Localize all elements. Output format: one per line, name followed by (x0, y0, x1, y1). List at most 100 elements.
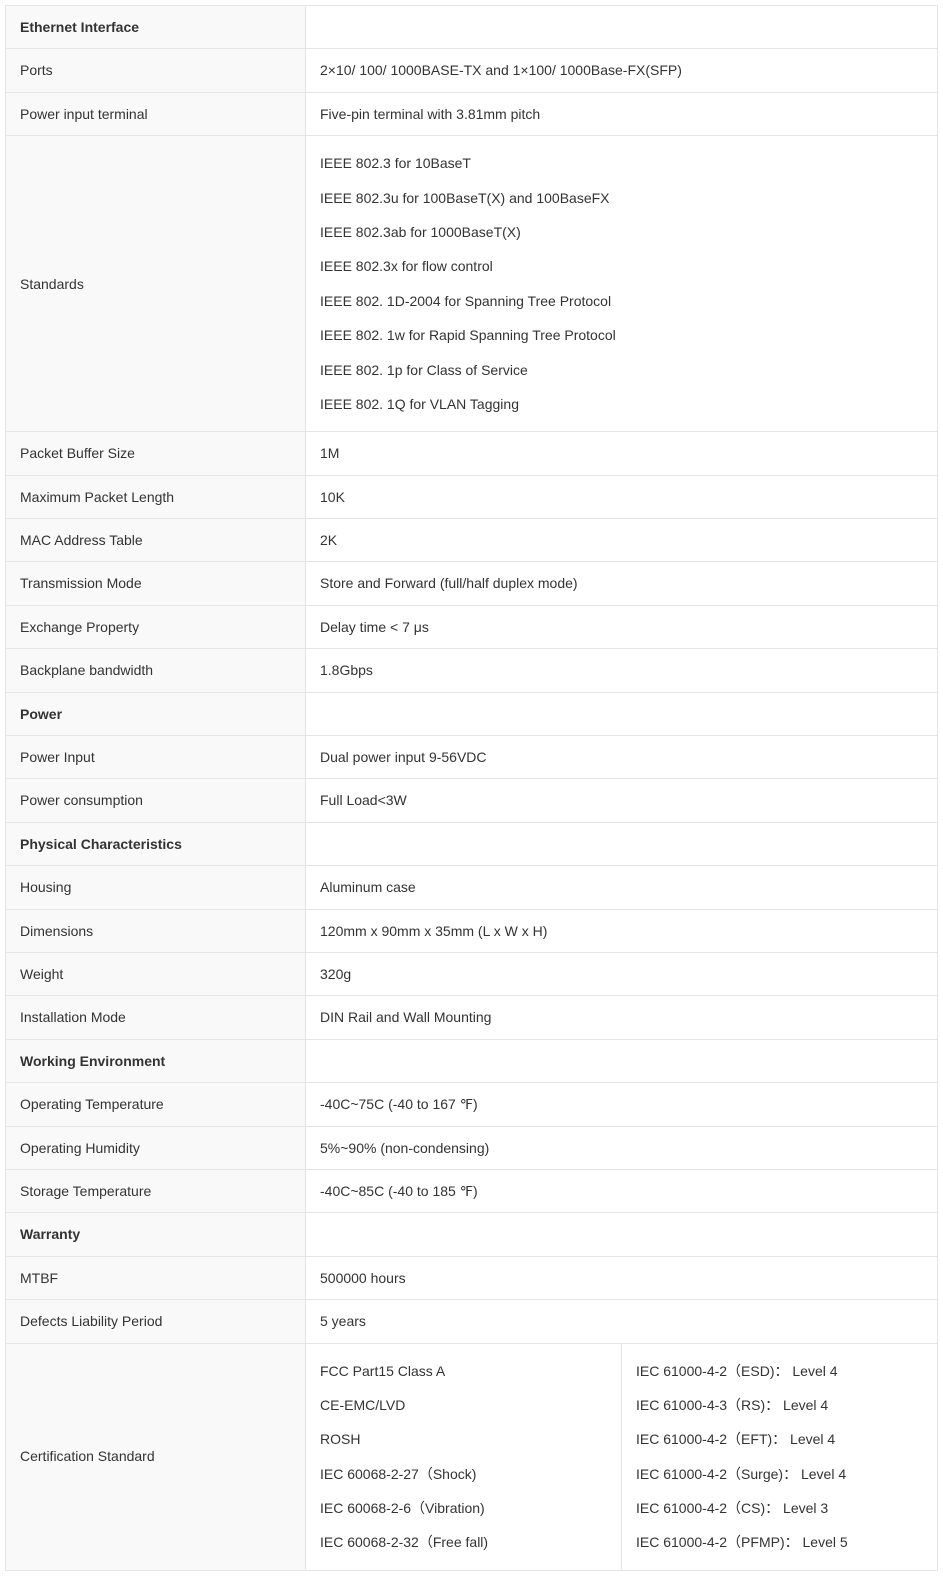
section-header-empty (306, 1213, 938, 1256)
row-label: Backplane bandwidth (6, 649, 306, 692)
cert-col-left: FCC Part15 Class A CE-EMC/LVD ROSH IEC 6… (306, 1344, 622, 1570)
row-label: MTBF (6, 1256, 306, 1299)
section-header: Warranty (6, 1213, 306, 1256)
table-row: Installation Mode DIN Rail and Wall Moun… (6, 996, 938, 1039)
row-label: Exchange Property (6, 605, 306, 648)
row-label: Standards (6, 136, 306, 432)
table-row: Dimensions 120mm x 90mm x 35mm (L x W x … (6, 909, 938, 952)
table-row: Operating Temperature -40C~75C (-40 to 1… (6, 1083, 938, 1126)
section-header-row: Power (6, 692, 938, 735)
row-value: -40C~75C (-40 to 167 ℉) (306, 1083, 938, 1126)
table-row: Packet Buffer Size 1M (6, 432, 938, 475)
section-header-empty (306, 822, 938, 865)
table-row: Weight 320g (6, 952, 938, 995)
table-row: Operating Humidity 5%~90% (non-condensin… (6, 1126, 938, 1169)
list-item: IEC 60068-2-32（Free fall) (320, 1525, 607, 1559)
row-label: Power Input (6, 736, 306, 779)
row-label: Transmission Mode (6, 562, 306, 605)
section-header-row: Warranty (6, 1213, 938, 1256)
section-header-empty (306, 1039, 938, 1082)
row-label: Certification Standard (6, 1343, 306, 1570)
section-header-row: Ethernet Interface (6, 6, 938, 49)
table-row: Defects Liability Period 5 years (6, 1300, 938, 1343)
list-item: IEEE 802.3 for 10BaseT (320, 146, 923, 180)
table-row: Standards IEEE 802.3 for 10BaseT IEEE 80… (6, 136, 938, 432)
table-row: Maximum Packet Length 10K (6, 475, 938, 518)
row-label: Packet Buffer Size (6, 432, 306, 475)
row-value: Five-pin terminal with 3.81mm pitch (306, 92, 938, 135)
list-item: FCC Part15 Class A (320, 1354, 607, 1388)
row-label: Dimensions (6, 909, 306, 952)
row-value: Aluminum case (306, 866, 938, 909)
list-item: IEC 60068-2-6（Vibration) (320, 1491, 607, 1525)
list-item: IEEE 802.3u for 100BaseT(X) and 100BaseF… (320, 181, 923, 215)
row-label: Operating Temperature (6, 1083, 306, 1126)
row-value: 5%~90% (non-condensing) (306, 1126, 938, 1169)
table-row: Storage Temperature -40C~85C (-40 to 185… (6, 1169, 938, 1212)
list-item: IEC 61000-4-2（Surge)： Level 4 (636, 1457, 923, 1491)
list-item: IEEE 802.3x for flow control (320, 249, 923, 283)
row-value: 1.8Gbps (306, 649, 938, 692)
section-header-empty (306, 6, 938, 49)
table-row: Certification Standard FCC Part15 Class … (6, 1343, 938, 1570)
list-item: IEEE 802. 1p for Class of Service (320, 353, 923, 387)
list-item: IEC 61000-4-2（ESD)： Level 4 (636, 1354, 923, 1388)
list-item: IEC 61000-4-2（EFT)： Level 4 (636, 1422, 923, 1456)
row-label: Power consumption (6, 779, 306, 822)
row-value: 10K (306, 475, 938, 518)
section-header: Physical Characteristics (6, 822, 306, 865)
row-value: Full Load<3W (306, 779, 938, 822)
table-row: Transmission Mode Store and Forward (ful… (6, 562, 938, 605)
row-label: Weight (6, 952, 306, 995)
list-item: IEC 60068-2-27（Shock) (320, 1457, 607, 1491)
list-item: IEC 61000-4-2（PFMP)： Level 5 (636, 1525, 923, 1559)
list-item: IEEE 802. 1Q for VLAN Tagging (320, 387, 923, 421)
list-item: IEC 61000-4-3（RS)： Level 4 (636, 1388, 923, 1422)
section-header: Working Environment (6, 1039, 306, 1082)
row-label: Maximum Packet Length (6, 475, 306, 518)
row-label: Operating Humidity (6, 1126, 306, 1169)
spec-table: Ethernet Interface Ports 2×10/ 100/ 1000… (5, 5, 938, 1571)
row-label: Ports (6, 49, 306, 92)
row-value: 120mm x 90mm x 35mm (L x W x H) (306, 909, 938, 952)
row-value-multiline: IEEE 802.3 for 10BaseT IEEE 802.3u for 1… (306, 136, 938, 432)
row-value: 320g (306, 952, 938, 995)
row-label: Storage Temperature (6, 1169, 306, 1212)
table-row: Power input terminal Five-pin terminal w… (6, 92, 938, 135)
list-item: IEC 61000-4-2（CS)： Level 3 (636, 1491, 923, 1525)
table-row: MTBF 500000 hours (6, 1256, 938, 1299)
section-header-empty (306, 692, 938, 735)
row-value: DIN Rail and Wall Mounting (306, 996, 938, 1039)
cert-col-right: IEC 61000-4-2（ESD)： Level 4 IEC 61000-4-… (636, 1344, 923, 1570)
table-row: Housing Aluminum case (6, 866, 938, 909)
row-value: Dual power input 9-56VDC (306, 736, 938, 779)
table-row: Power Input Dual power input 9-56VDC (6, 736, 938, 779)
row-value: Delay time < 7 μs (306, 605, 938, 648)
list-item: CE-EMC/LVD (320, 1388, 607, 1422)
row-value: 2×10/ 100/ 1000BASE-TX and 1×100/ 1000Ba… (306, 49, 938, 92)
row-label: Defects Liability Period (6, 1300, 306, 1343)
list-item: ROSH (320, 1422, 607, 1456)
row-label: MAC Address Table (6, 519, 306, 562)
row-label: Installation Mode (6, 996, 306, 1039)
section-header-row: Working Environment (6, 1039, 938, 1082)
row-label: Housing (6, 866, 306, 909)
table-row: Exchange Property Delay time < 7 μs (6, 605, 938, 648)
row-label: Power input terminal (6, 92, 306, 135)
table-row: Backplane bandwidth 1.8Gbps (6, 649, 938, 692)
row-value: Store and Forward (full/half duplex mode… (306, 562, 938, 605)
list-item: IEEE 802.3ab for 1000BaseT(X) (320, 215, 923, 249)
table-row: Ports 2×10/ 100/ 1000BASE-TX and 1×100/ … (6, 49, 938, 92)
row-value-two-col: FCC Part15 Class A CE-EMC/LVD ROSH IEC 6… (306, 1343, 938, 1570)
section-header: Ethernet Interface (6, 6, 306, 49)
row-value: 2K (306, 519, 938, 562)
section-header-row: Physical Characteristics (6, 822, 938, 865)
section-header: Power (6, 692, 306, 735)
row-value: 500000 hours (306, 1256, 938, 1299)
list-item: IEEE 802. 1w for Rapid Spanning Tree Pro… (320, 318, 923, 352)
row-value: 5 years (306, 1300, 938, 1343)
list-item: IEEE 802. 1D-2004 for Spanning Tree Prot… (320, 284, 923, 318)
table-row: Power consumption Full Load<3W (6, 779, 938, 822)
row-value: -40C~85C (-40 to 185 ℉) (306, 1169, 938, 1212)
table-row: MAC Address Table 2K (6, 519, 938, 562)
